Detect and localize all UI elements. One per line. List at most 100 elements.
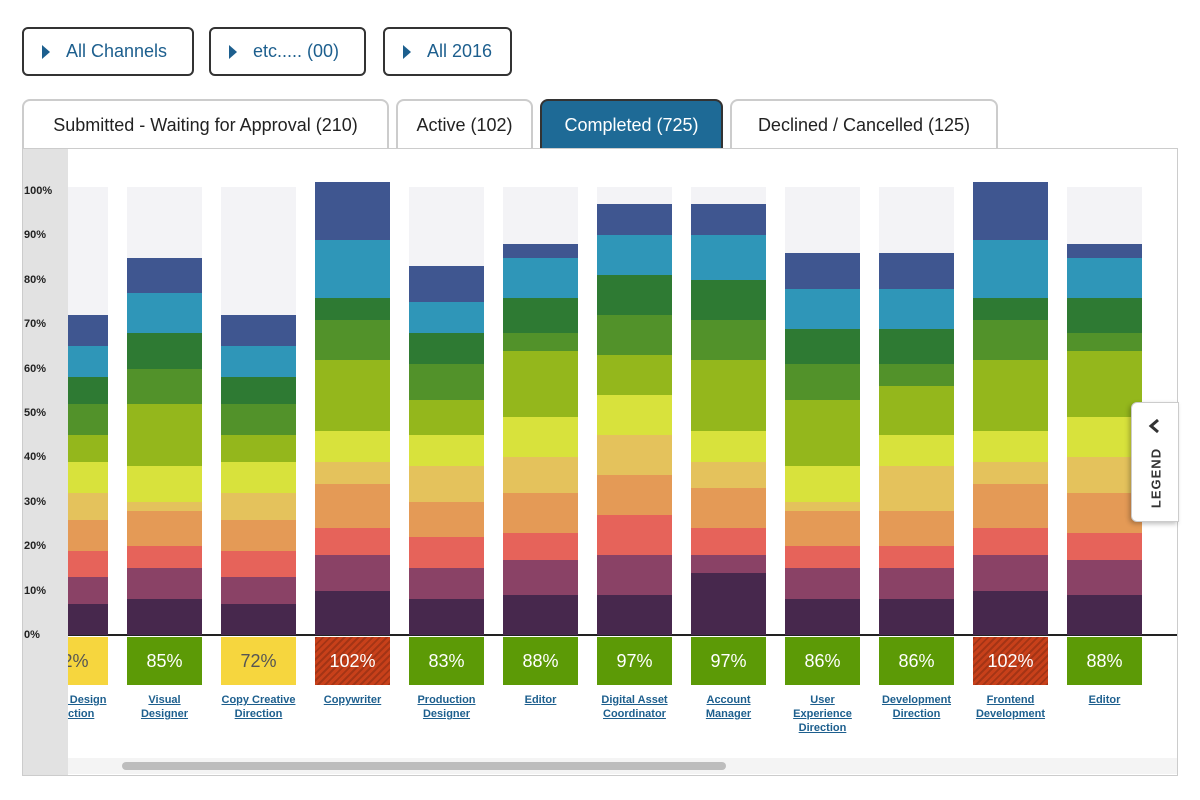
bar-segment: [127, 257, 202, 294]
bar-segment: [879, 328, 954, 365]
tab[interactable]: Submitted - Waiting for Approval (210): [22, 99, 389, 149]
category-label[interactable]: Frontend Development: [975, 694, 1046, 720]
bar-segment: [315, 528, 390, 556]
bar-segment: [973, 359, 1048, 431]
bar-segment: [68, 377, 108, 405]
total-label: 72%: [68, 650, 89, 671]
y-tick-label: 10%: [24, 584, 47, 597]
total-label: 86%: [898, 650, 935, 671]
category-label[interactable]: Copy Creative Direction: [221, 694, 296, 720]
bar-segment: [221, 603, 296, 635]
tab[interactable]: Declined / Cancelled (125): [730, 99, 998, 149]
category-label[interactable]: Development Direction: [881, 694, 952, 720]
category-label[interactable]: Account Manager: [705, 694, 752, 720]
y-tick-label: 100%: [24, 185, 53, 197]
total-label: 102%: [987, 650, 1034, 671]
plot-area: 72% Visual Design Direction 85% Visual Desi…: [68, 150, 1177, 760]
bar-segment: [409, 266, 484, 302]
bar-segment: [1067, 333, 1142, 351]
filter-button[interactable]: All Channels: [22, 27, 194, 76]
bar-segment: [68, 603, 108, 635]
total-label: 97%: [616, 650, 653, 671]
filter-button[interactable]: etc..... (00): [209, 27, 366, 76]
bar-segment: [127, 368, 202, 405]
category-label[interactable]: User Experience Direction: [793, 694, 852, 734]
bar-segment: [503, 492, 578, 533]
bar-segment: [597, 515, 672, 556]
bar-segment: [691, 235, 766, 280]
bar-segment: [315, 555, 390, 591]
bar-segment: [221, 519, 296, 551]
bar-segment: [785, 546, 860, 569]
category-label[interactable]: Digital Asset Coordinator: [601, 694, 668, 720]
bar-segment: [127, 333, 202, 369]
icon: [403, 44, 411, 59]
bar-segment: [1067, 297, 1142, 334]
bar-segment: [221, 550, 296, 578]
total-label: 97%: [710, 650, 747, 671]
bar-segment: [973, 430, 1048, 462]
bar-segment: [68, 550, 108, 578]
bar-segment: [597, 355, 672, 396]
bar-segment: [221, 435, 296, 462]
bar-segment: [973, 555, 1048, 591]
bar-segment: [127, 466, 202, 502]
category-label[interactable]: Production Designer: [417, 694, 476, 720]
bar-segment: [409, 333, 484, 365]
bar-segment: [315, 319, 390, 360]
bar-segment: [503, 350, 578, 418]
bar-segment: [315, 239, 390, 298]
bar-segment: [597, 475, 672, 516]
category-label[interactable]: Editor: [1088, 694, 1121, 706]
bar-segment: [1067, 492, 1142, 533]
total-badge: 88%: [1067, 637, 1142, 685]
bar-segment: [691, 430, 766, 462]
category-label[interactable]: Visual Design Direction: [68, 694, 107, 720]
bar-segment: [1067, 417, 1142, 458]
total-label: 88%: [522, 650, 559, 671]
category-label[interactable]: Copywriter: [323, 694, 382, 706]
bar-segment: [597, 315, 672, 356]
bar-segment: [68, 435, 108, 462]
y-tick-label: 20%: [24, 540, 47, 553]
bar-segment: [691, 319, 766, 360]
category-label[interactable]: Editor: [524, 694, 557, 706]
bar-segment: [973, 590, 1048, 635]
bar-segment: [785, 253, 860, 289]
bar-segment: [409, 302, 484, 334]
y-tick-label: 0%: [24, 629, 40, 641]
scrollbar-track[interactable]: [68, 758, 1177, 774]
bar-segment: [1067, 595, 1142, 635]
category-label[interactable]: Visual Designer: [140, 694, 189, 720]
bar-segment: [691, 461, 766, 489]
bar-segment: [503, 457, 578, 493]
bar-segment: [973, 297, 1048, 320]
bar-segment: [879, 568, 954, 600]
y-axis-panel: [23, 149, 68, 775]
total-badge: 72%: [221, 637, 296, 685]
bar-segment: [785, 501, 860, 511]
y-tick-label: 80%: [24, 273, 47, 286]
total-badge: 88%: [503, 637, 578, 685]
filter-button[interactable]: All 2016: [383, 27, 512, 76]
bar-segment: [409, 599, 484, 635]
bar-segment: [68, 346, 108, 378]
legend-toggle-label: LEGEND: [1148, 447, 1164, 509]
bar-segment: [503, 333, 578, 351]
bar-segment: [691, 528, 766, 556]
tab[interactable]: Active (102): [396, 99, 533, 149]
bar-segment: [973, 528, 1048, 556]
scrollbar-thumb[interactable]: [122, 762, 726, 770]
bar-segment: [68, 461, 108, 493]
bar-segment: [127, 501, 202, 511]
bar-segment: [409, 466, 484, 502]
bar-segment: [597, 395, 672, 436]
bar-segment: [973, 239, 1048, 298]
bar-segment: [1067, 350, 1142, 418]
bar-segment: [315, 359, 390, 431]
chevron-icon: [1148, 418, 1159, 434]
tab[interactable]: Completed (725): [540, 99, 723, 149]
bar-segment: [221, 404, 296, 436]
bar-segment: [127, 599, 202, 635]
legend-toggle[interactable]: LEGEND: [1131, 402, 1179, 522]
